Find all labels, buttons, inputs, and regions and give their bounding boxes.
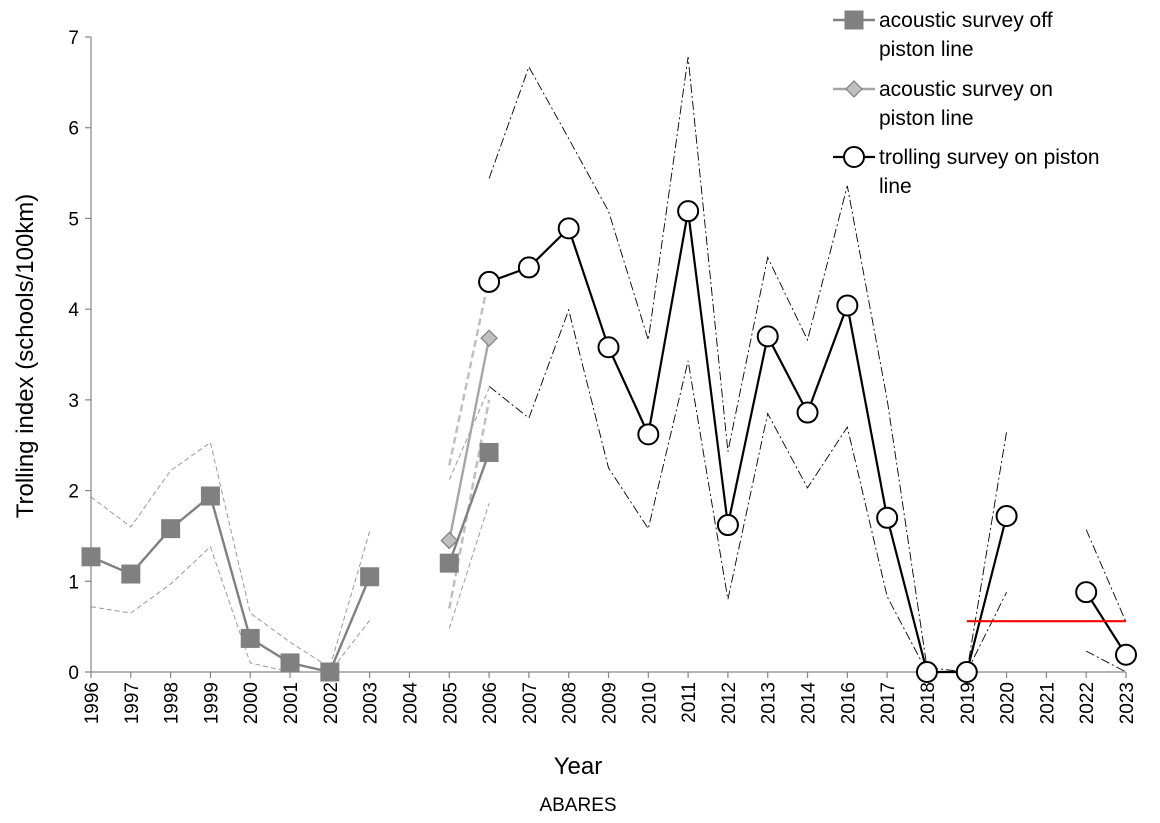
x-tick-label: 2002	[321, 682, 342, 724]
x-tick-label: 2013	[759, 682, 780, 724]
legend-label: line	[879, 175, 912, 198]
series-2-lower-bound	[1085, 650, 1127, 673]
data-point	[597, 336, 620, 359]
legend-marker	[844, 10, 864, 30]
series-1-lower-bound	[448, 399, 491, 609]
x-tick-label: 2006	[480, 682, 501, 724]
chart-caption: ABARES	[539, 795, 616, 816]
series-1-upper-bound	[448, 277, 491, 466]
x-tick-label: 2005	[440, 682, 461, 724]
legend-label: piston line	[879, 107, 974, 130]
data-point	[240, 628, 260, 648]
x-tick-label: 2018	[918, 682, 939, 724]
x-tick-label: 2007	[520, 682, 541, 724]
data-point	[836, 294, 859, 317]
data-point	[876, 506, 899, 529]
series-line	[90, 493, 371, 674]
data-point	[280, 653, 300, 673]
series-0-lower-bound	[448, 503, 490, 629]
legend-label: piston line	[879, 38, 974, 61]
data-point	[955, 661, 978, 683]
data-point	[200, 486, 220, 506]
x-tick-label: 2004	[400, 682, 421, 725]
x-tick-label: 2021	[1037, 682, 1058, 724]
x-tick-label: 2023	[1117, 682, 1138, 724]
data-point	[995, 504, 1018, 527]
y-tick-label: 1	[68, 572, 79, 593]
data-point	[81, 547, 101, 567]
x-tick-label: 2011	[679, 682, 700, 723]
y-tick-label: 7	[68, 28, 79, 49]
data-point	[121, 564, 141, 584]
series-line	[448, 337, 491, 541]
x-tick-label: 2022	[1077, 682, 1098, 724]
x-tick-label: 2016	[838, 682, 859, 724]
axes: 0 1 2 3 4 5 6 7 1996 1997 1998 1999 2000 2001 2002 2003…	[68, 28, 1138, 724]
legend-label: trolling survey on piston	[879, 146, 1100, 169]
y-tick-label: 5	[68, 209, 79, 230]
data-point	[637, 423, 660, 446]
series-0-upper-bound	[90, 441, 371, 669]
data-point	[756, 325, 779, 348]
data-point	[517, 256, 540, 279]
data-point	[915, 661, 938, 683]
data-point	[677, 200, 700, 223]
legend-marker	[843, 146, 865, 168]
series-0	[81, 442, 499, 682]
series-line	[1085, 591, 1127, 656]
y-tick-label: 6	[68, 119, 79, 140]
data-point	[1115, 643, 1137, 666]
legend-label: acoustic survey on	[879, 78, 1053, 101]
x-tick-label: 2008	[560, 682, 581, 724]
data-point	[796, 401, 819, 424]
data-point	[161, 519, 181, 539]
x-tick-label: 2014	[799, 682, 820, 725]
series-2-upper-bound	[1085, 529, 1127, 623]
y-tick-label: 4	[68, 300, 79, 321]
data-point	[478, 270, 501, 293]
data-point	[1075, 581, 1098, 604]
data-point	[480, 329, 498, 348]
series-2-upper-bound	[488, 56, 1008, 673]
data-point	[440, 531, 459, 550]
x-axis-title: Year	[554, 753, 603, 780]
series-layer	[81, 200, 1137, 683]
y-tick-label: 3	[68, 391, 79, 412]
x-tick-label: 1996	[82, 682, 103, 724]
series-2-lower-bound	[488, 308, 1008, 673]
x-tick-label: 1998	[162, 682, 183, 724]
x-tick-label: 2012	[719, 682, 740, 724]
legend-item: acoustic survey on piston line	[833, 78, 1053, 130]
legend-label: acoustic survey off	[879, 9, 1053, 32]
data-point	[320, 662, 340, 682]
y-axis-title: Trolling index (schools/100km)	[12, 194, 39, 519]
x-tick-label: 2000	[241, 682, 262, 724]
x-tick-label: 2017	[878, 682, 899, 724]
x-tick-label: 2019	[958, 682, 979, 724]
series-line	[488, 211, 1008, 674]
x-tick-label: 2001	[281, 682, 302, 724]
data-point	[360, 567, 380, 587]
y-tick-label: 2	[68, 482, 79, 503]
x-tick-label: 2010	[639, 682, 660, 724]
x-tick-label: 2020	[998, 682, 1019, 724]
data-point	[716, 514, 739, 537]
legend-item: acoustic survey off piston line	[833, 9, 1053, 61]
x-tick-label: 2009	[600, 682, 621, 724]
data-point	[557, 217, 580, 240]
legend-marker	[845, 80, 863, 98]
series-1	[440, 329, 498, 550]
y-tick-label: 0	[68, 663, 79, 684]
x-tick-label: 1999	[201, 682, 222, 724]
data-point	[479, 442, 499, 462]
x-tick-label: 1997	[122, 682, 143, 724]
x-tick-label: 2003	[361, 682, 382, 724]
data-point	[439, 553, 459, 573]
series-line	[448, 452, 491, 564]
legend-item: trolling survey on piston line	[833, 146, 1100, 198]
series-2	[478, 200, 1137, 683]
